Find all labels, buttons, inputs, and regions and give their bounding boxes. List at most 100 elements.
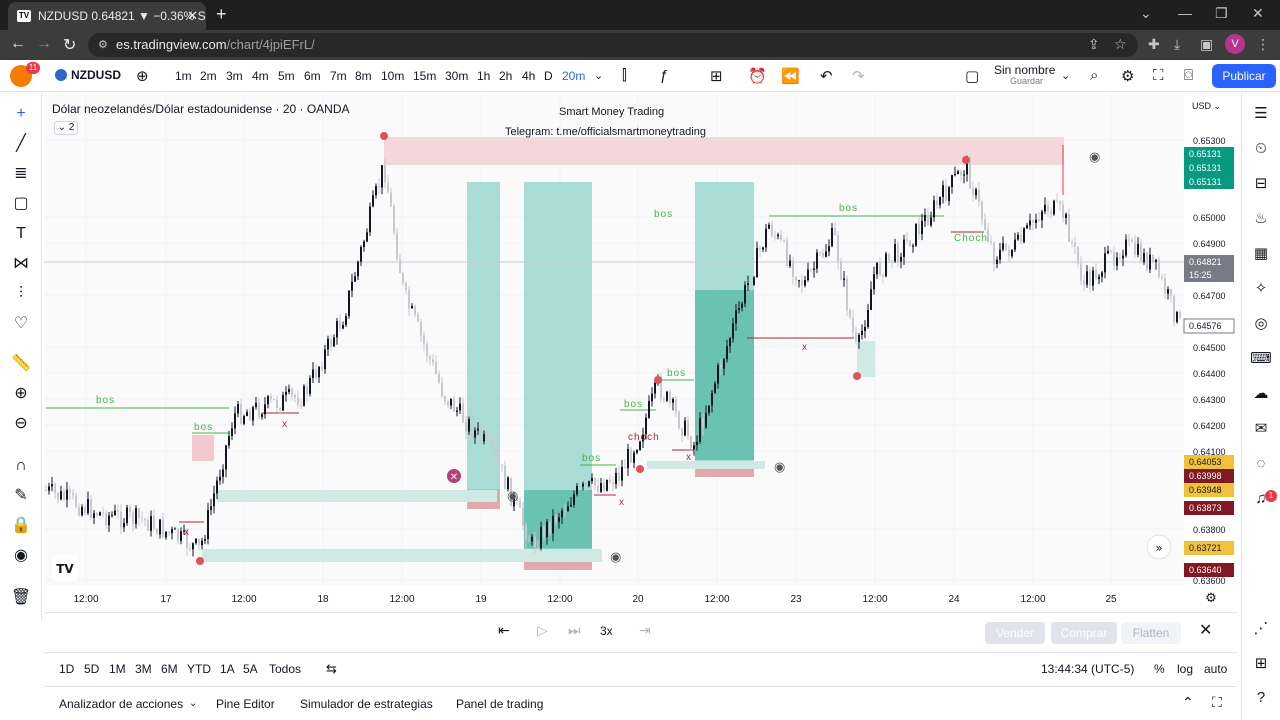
range-Todos[interactable]: Todos <box>269 662 302 676</box>
timeframe-20m[interactable]: 20m <box>562 69 586 83</box>
timeframe-2h[interactable]: 2h <box>499 69 513 83</box>
range-5D[interactable]: 5D <box>84 662 100 676</box>
structure-label[interactable]: bos <box>96 395 115 406</box>
structure-label[interactable]: bos <box>654 209 673 220</box>
minimize-icon[interactable]: — <box>1178 5 1192 21</box>
hotlists-flame-icon[interactable]: ♨ <box>1254 210 1268 227</box>
clock[interactable]: 13:44:34 (UTC-5) <box>1041 662 1135 676</box>
chevron-down-icon[interactable]: ⌄ <box>1140 5 1152 21</box>
bookmark-star-icon[interactable]: ☆ <box>1114 36 1127 52</box>
share-icon[interactable]: ⇪ <box>1088 36 1100 52</box>
timeframe-3m[interactable]: 3m <box>226 69 243 83</box>
text-icon[interactable]: T <box>16 225 26 242</box>
scroll-to-realtime-button[interactable] <box>1146 534 1172 560</box>
timeframe-15m[interactable]: 15m <box>413 69 437 83</box>
timeframe-7m[interactable]: 7m <box>330 69 347 83</box>
timeframe-D[interactable]: D <box>544 69 553 83</box>
screener-dropdown-icon[interactable]: ⌄ <box>189 698 198 709</box>
range-6M[interactable]: 6M <box>161 662 178 676</box>
hide-drawings-eye-icon[interactable]: ◉ <box>14 547 28 564</box>
url-input[interactable]: ⚙ es.tradingview.com/chart/4jpiEFrL/ <box>88 33 1138 57</box>
structure-label[interactable]: x <box>619 497 625 508</box>
structure-label[interactable]: x <box>802 342 808 353</box>
chart-canvas[interactable]: ✕ bos bos bos bos bos bos Choch choch x x x x x bos ◉… <box>44 95 1237 610</box>
currency-label[interactable]: USD ⌄ <box>1192 101 1221 111</box>
zoom-in-icon[interactable]: ⊕ <box>14 385 28 402</box>
panel-tab-strategy[interactable]: Simulador de estrategias <box>300 697 433 711</box>
structure-label[interactable]: x <box>282 419 288 430</box>
buy-button[interactable]: Comprar <box>1051 622 1117 644</box>
extensions-icon[interactable]: ✚ <box>1148 36 1160 52</box>
sidebar-icon[interactable]: ▣ <box>1200 36 1214 52</box>
lock-icon[interactable]: 🔒 <box>11 517 31 534</box>
watchlist-icon[interactable]: ☰ <box>1254 105 1268 122</box>
log-toggle[interactable]: log <box>1177 662 1194 676</box>
trash-icon[interactable]: 🗑 <box>10 589 32 606</box>
structure-label[interactable]: x <box>686 452 692 463</box>
redo-icon[interactable]: ↷ <box>852 68 865 85</box>
crosshair-icon[interactable]: + <box>16 105 26 122</box>
play-icon[interactable]: ▷ <box>537 622 548 638</box>
dom-icon[interactable]: ⋰ <box>1253 620 1269 637</box>
timeframe-2m[interactable]: 2m <box>200 69 217 83</box>
help-question-icon[interactable]: ? <box>1256 689 1266 706</box>
streams-icon[interactable]: ◎ <box>1254 315 1268 332</box>
maximize-panel-icon[interactable]: ⛶ <box>1212 694 1222 710</box>
close-replay-icon[interactable]: ✕ <box>1199 622 1213 639</box>
order-panel-icon[interactable]: ⊞ <box>1254 655 1268 672</box>
forecast-icon[interactable]: ⫶ <box>18 285 23 302</box>
compare-add-icon[interactable]: ⊕ <box>136 68 149 85</box>
notes-icon[interactable]: ⌨ <box>1250 350 1272 367</box>
range-YTD[interactable]: YTD <box>187 662 211 676</box>
structure-label[interactable]: bos <box>194 422 213 433</box>
range-5A[interactable]: 5A <box>243 662 258 676</box>
step-forward-icon[interactable]: ⏭ <box>568 622 581 638</box>
flatten-button[interactable]: Flatten <box>1121 622 1181 644</box>
percent-toggle[interactable]: % <box>1154 662 1165 676</box>
browser-tab[interactable]: TV NZDUSD 0.64821 ▼ −0.36% Sin ✕ <box>8 2 206 30</box>
select-bar-icon[interactable]: ⇤ <box>498 622 510 638</box>
timeframe-6m[interactable]: 6m <box>304 69 321 83</box>
collapse-panel-icon[interactable]: ⌃ <box>1182 694 1194 710</box>
snapshot-camera-icon[interactable]: ⌼ <box>1184 67 1194 84</box>
alert-icon[interactable]: ⏰ <box>748 68 767 85</box>
range-1D[interactable]: 1D <box>59 662 75 676</box>
messages-icon[interactable]: ✉ <box>1254 420 1268 437</box>
ruler-icon[interactable]: 📏 <box>11 355 31 372</box>
eye-icon[interactable]: ◉ <box>774 460 785 475</box>
object-tree-icon[interactable]: ⊟ <box>1254 175 1268 192</box>
timeframe-8m[interactable]: 8m <box>355 69 372 83</box>
back-icon[interactable]: ← <box>10 35 26 52</box>
indicators-collapse-button[interactable]: ⌄ 2 <box>54 121 78 135</box>
forward-icon[interactable]: → <box>36 35 52 52</box>
layout-grid-icon[interactable]: ⊞ <box>710 68 723 85</box>
close-window-icon[interactable]: ✕ <box>1252 5 1264 21</box>
goto-date-icon[interactable]: ⇆ <box>326 661 337 676</box>
panel-tab-screener[interactable]: Analizador de acciones <box>59 697 184 711</box>
download-icon[interactable]: ⤓ <box>1174 36 1181 52</box>
favorite-heart-icon[interactable]: ♡ <box>13 315 29 332</box>
range-3M[interactable]: 3M <box>135 662 152 676</box>
site-info-icon[interactable]: ⚙ <box>98 39 108 51</box>
indicators-icon[interactable]: ƒ <box>660 67 669 84</box>
sell-button[interactable]: Vender <box>985 622 1045 644</box>
ideas-bulb-icon[interactable]: ✧ <box>1254 280 1268 297</box>
structure-label[interactable]: bos <box>839 203 858 214</box>
profile-avatar[interactable]: V <box>1225 34 1245 54</box>
chart-legend[interactable]: Dólar neozelandés/Dólar estadounidense ·… <box>52 102 350 116</box>
new-tab-icon[interactable]: + <box>216 4 227 24</box>
price-chart[interactable]: ✕ bos bos bos bos bos bos Choch choch x x x x x bos ◉… <box>44 95 1237 610</box>
axis-settings-icon[interactable]: ⚙ <box>1205 591 1217 606</box>
stay-drawing-icon[interactable]: ✎ <box>14 487 28 504</box>
timeframe-10m[interactable]: 10m <box>381 69 405 83</box>
fullscreen-icon[interactable]: ⛶ <box>1153 67 1164 84</box>
user-menu-icon[interactable]: 11 <box>10 62 40 87</box>
panel-tab-trading[interactable]: Panel de trading <box>456 697 544 711</box>
range-1A[interactable]: 1A <box>220 662 235 676</box>
zoom-out-icon[interactable]: ⊖ <box>14 415 28 432</box>
structure-label[interactable]: bos <box>667 368 686 379</box>
undo-icon[interactable]: ↶ <box>820 68 833 85</box>
timeframe-dropdown-icon[interactable]: ⌄ <box>594 70 604 82</box>
magnet-icon[interactable]: ∩ <box>15 457 27 474</box>
structure-label[interactable]: bos <box>624 399 643 410</box>
